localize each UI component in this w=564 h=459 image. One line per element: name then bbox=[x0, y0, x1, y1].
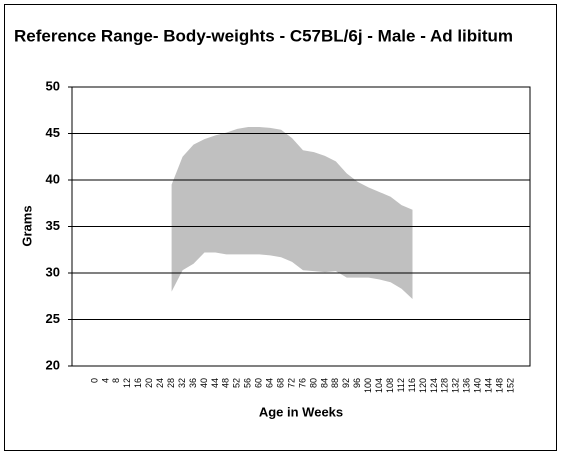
x-tick-label: 88 bbox=[330, 378, 340, 388]
x-tick-label: 60 bbox=[254, 378, 264, 388]
x-tick-label: 100 bbox=[363, 378, 373, 393]
x-tick-label: 120 bbox=[418, 378, 428, 393]
x-tick-label: 56 bbox=[243, 378, 253, 388]
x-tick-label: 140 bbox=[473, 378, 483, 393]
x-tick-label: 104 bbox=[374, 378, 384, 393]
x-tick-label: 144 bbox=[484, 378, 494, 393]
y-tick-label: 35 bbox=[46, 218, 60, 233]
y-tick-label: 25 bbox=[46, 311, 60, 326]
x-tick-label: 36 bbox=[188, 378, 198, 388]
x-tick-label: 12 bbox=[122, 378, 132, 388]
y-tick-label: 30 bbox=[46, 264, 60, 279]
x-tick-label: 48 bbox=[221, 378, 231, 388]
x-tick-label: 64 bbox=[265, 378, 275, 388]
x-tick-label: 132 bbox=[451, 378, 461, 393]
x-tick-label: 80 bbox=[308, 378, 318, 388]
x-tick-label: 8 bbox=[111, 378, 121, 383]
x-tick-label: 16 bbox=[133, 378, 143, 388]
x-tick-label: 128 bbox=[440, 378, 450, 393]
x-tick-label: 24 bbox=[155, 378, 165, 388]
x-tick-label: 124 bbox=[429, 378, 439, 393]
x-tick-label: 116 bbox=[407, 378, 417, 392]
x-tick-label: 40 bbox=[199, 378, 209, 388]
x-tick-label: 136 bbox=[462, 378, 472, 393]
chart-title: Reference Range- Body-weights - C57BL/6j… bbox=[14, 26, 513, 45]
x-tick-label: 72 bbox=[286, 378, 296, 388]
x-tick-label: 20 bbox=[144, 378, 154, 388]
x-tick-label: 148 bbox=[494, 378, 504, 393]
x-tick-label: 96 bbox=[352, 378, 362, 388]
y-tick-label: 50 bbox=[46, 78, 60, 93]
x-tick-label: 152 bbox=[505, 378, 515, 393]
x-axis-title: Age in Weeks bbox=[259, 404, 343, 419]
x-tick-label: 44 bbox=[210, 378, 220, 388]
x-tick-label: 76 bbox=[297, 378, 307, 388]
x-tick-label: 92 bbox=[341, 378, 351, 388]
y-tick-label: 40 bbox=[46, 171, 60, 186]
y-tick-label: 20 bbox=[46, 357, 60, 372]
y-tick-label: 45 bbox=[46, 125, 60, 140]
x-tick-label: 68 bbox=[275, 378, 285, 388]
x-tick-label: 112 bbox=[396, 378, 406, 392]
x-tick-label: 108 bbox=[385, 378, 395, 393]
y-axis-title: Grams bbox=[19, 205, 34, 246]
x-tick-label: 4 bbox=[100, 378, 110, 383]
x-tick-label: 32 bbox=[177, 378, 187, 388]
x-tick-label: 52 bbox=[232, 378, 242, 388]
range-area bbox=[171, 126, 413, 300]
x-tick-label: 28 bbox=[166, 378, 176, 388]
x-tick-label: 0 bbox=[89, 378, 99, 383]
x-tick-label: 84 bbox=[319, 378, 329, 388]
